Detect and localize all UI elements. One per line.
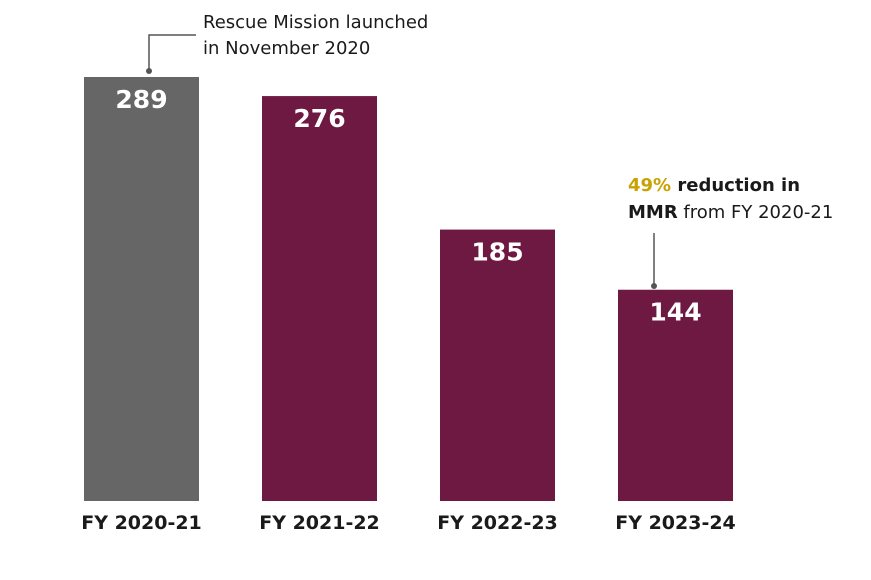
annotation-reduction-leader-dot <box>651 283 657 289</box>
bar-value-label: 289 <box>115 85 167 114</box>
annotation-reduction: 49% reduction in MMR from FY 2020-21 <box>628 175 833 289</box>
annotation-reduction-line-1: 49% reduction in <box>628 175 800 196</box>
annotation-text-line-1: Rescue Mission launched <box>203 12 428 33</box>
bar-fy-2020-21 <box>84 77 199 501</box>
x-tick-labels-group: FY 2020-21 FY 2021-22 FY 2022-23 FY 2023-24 <box>81 512 736 534</box>
x-tick-label: FY 2023-24 <box>615 512 736 534</box>
value-labels-group: 289 276 185 144 <box>115 85 701 327</box>
mmr-from-text: from FY 2020-21 <box>678 202 834 223</box>
bar-fy-2022-23 <box>440 229 555 502</box>
bar-value-label: 185 <box>471 238 523 267</box>
annotation-rescue-mission: Rescue Mission launched in November 2020 <box>146 12 428 74</box>
annotation-leader-dot <box>146 68 152 74</box>
bar-value-label: 144 <box>649 298 701 327</box>
bar-fy-2023-24 <box>618 289 733 501</box>
x-tick-label: FY 2022-23 <box>437 512 558 534</box>
bar-value-label: 276 <box>293 104 345 133</box>
bar-fy-2021-22 <box>262 96 377 501</box>
x-tick-label: FY 2021-22 <box>259 512 380 534</box>
bars-group <box>84 77 733 502</box>
x-tick-label: FY 2020-21 <box>81 512 202 534</box>
reduction-percent: 49% <box>628 175 671 196</box>
annotation-text-line-2: in November 2020 <box>203 38 370 59</box>
mmr-label: MMR <box>628 202 678 223</box>
annotation-leader-line <box>148 34 196 71</box>
reduction-text: reduction in <box>671 175 800 196</box>
annotation-reduction-line-2: MMR from FY 2020-21 <box>628 202 833 223</box>
